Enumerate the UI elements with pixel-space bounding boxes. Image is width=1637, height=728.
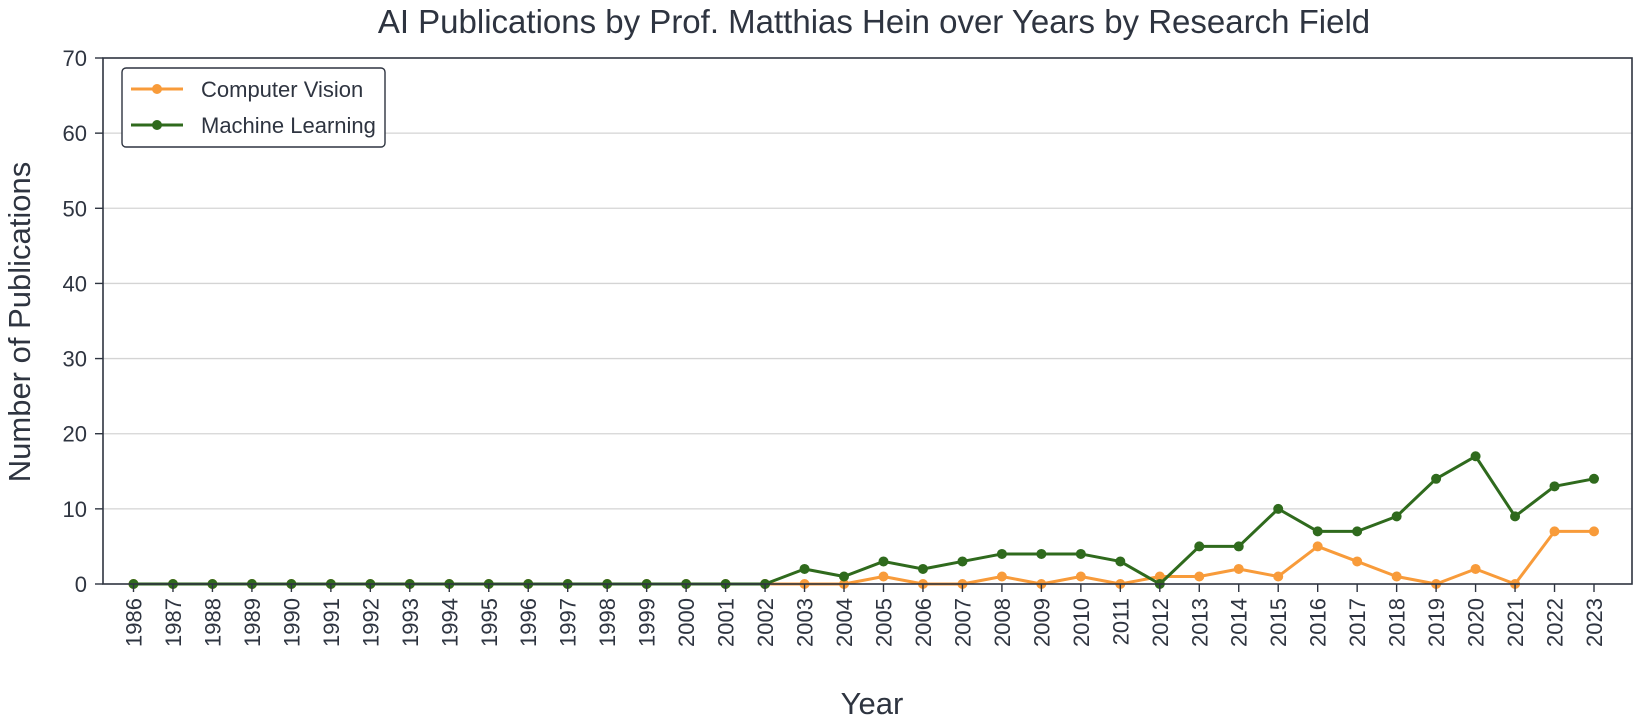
x-tick-label: 2020 (1464, 598, 1489, 647)
series-line-machine-learning (133, 454, 1595, 586)
x-tick-label: 2018 (1385, 598, 1410, 647)
y-axis-title: Number of Publications (2, 162, 37, 483)
legend-label-computer-vision: Computer Vision (201, 77, 363, 102)
x-tick-label: 2023 (1582, 598, 1607, 647)
y-tick-label: 70 (63, 46, 87, 71)
x-tick-label: 1995 (477, 598, 502, 647)
legend: Computer Vision Machine Learning (121, 67, 386, 148)
data-point-machine-learning (1510, 511, 1521, 522)
x-tick-label: 1987 (161, 598, 186, 647)
plot-border (102, 57, 1633, 585)
x-tick-label: 1997 (556, 598, 581, 647)
data-point-machine-learning (1549, 481, 1560, 492)
legend-box (121, 67, 386, 148)
x-tick-label: 1998 (595, 598, 620, 647)
x-tick-label: 1989 (240, 598, 265, 647)
x-tick-label: 2013 (1187, 598, 1212, 647)
x-tick-label: 2010 (1069, 598, 1094, 647)
data-point-computer-vision (1589, 526, 1599, 537)
legend-marker-computer-vision (152, 84, 162, 94)
data-point-machine-learning (1352, 526, 1363, 537)
chart-title: AI Publications by Prof. Matthias Hein o… (378, 3, 1370, 40)
x-tick-label: 2015 (1266, 598, 1291, 647)
y-tick-label: 30 (63, 347, 87, 372)
x-tick-label: 1991 (319, 598, 344, 647)
x-tick-label: 1990 (279, 598, 304, 647)
grid (103, 132, 1632, 510)
legend-label-machine-learning: Machine Learning (201, 113, 376, 138)
x-tick-label: 1994 (437, 598, 462, 647)
x-tick-label: 2021 (1503, 598, 1528, 647)
data-point-computer-vision (1194, 571, 1205, 582)
data-point-computer-vision (1273, 571, 1284, 582)
y-tick-label: 10 (63, 497, 87, 522)
data-point-computer-vision (1075, 571, 1086, 582)
x-tick-label: 2008 (990, 598, 1015, 647)
x-tick-label: 2005 (871, 598, 896, 647)
y-tick-label: 0 (75, 572, 87, 597)
x-tick-label: 1992 (358, 598, 383, 647)
data-point-machine-learning (1391, 511, 1402, 522)
data-point-computer-vision (1352, 556, 1363, 567)
x-tick-label: 2007 (950, 598, 975, 647)
data-point-machine-learning (1273, 503, 1284, 514)
x-tick-label: 2006 (911, 598, 936, 647)
y-tick-label: 50 (63, 196, 87, 221)
y-axis: 0 10 20 30 40 50 60 70 (63, 46, 103, 597)
x-tick-label: 2009 (1029, 598, 1054, 647)
legend-marker-machine-learning (152, 120, 162, 130)
data-point-machine-learning (1036, 548, 1047, 559)
data-point-computer-vision (878, 571, 889, 582)
series-line-computer-vision (133, 529, 1594, 586)
data-point-machine-learning (917, 563, 928, 574)
data-point-computer-vision (996, 571, 1007, 582)
x-tick-label: 2001 (714, 598, 739, 647)
data-point-machine-learning (1075, 548, 1086, 559)
y-tick-label: 60 (63, 121, 87, 146)
data-point-computer-vision (1312, 541, 1323, 552)
x-tick-label: 2012 (1148, 598, 1173, 647)
x-tick-label: 1988 (200, 598, 225, 647)
data-point-computer-vision (1470, 563, 1481, 574)
data-point-machine-learning (957, 556, 968, 567)
data-point-machine-learning (1431, 473, 1442, 484)
data-point-machine-learning (1312, 526, 1323, 537)
x-tick-label: 2002 (753, 598, 778, 647)
x-tick-label: 2003 (793, 598, 818, 647)
x-axis-title: Year (841, 686, 904, 721)
x-axis: 1986 1987 1988 1989 1990 1991 1992 1993 1994 1995… (122, 584, 1607, 647)
data-point-machine-learning (1194, 541, 1205, 552)
data-point-machine-learning (878, 556, 889, 567)
x-tick-label: 2017 (1345, 598, 1370, 647)
data-point-computer-vision (1391, 571, 1402, 582)
y-tick-label: 20 (63, 422, 87, 447)
x-tick-label: 2022 (1543, 598, 1568, 647)
series-group (128, 451, 1599, 589)
x-tick-label: 2004 (832, 598, 857, 647)
data-point-machine-learning (1115, 556, 1126, 567)
y-tick-label: 40 (63, 271, 87, 296)
x-tick-label: 2000 (674, 598, 699, 647)
data-point-machine-learning (1589, 473, 1599, 484)
series-computer-vision (128, 526, 1599, 589)
x-tick-label: 1986 (122, 598, 147, 647)
x-tick-label: 2019 (1424, 598, 1449, 647)
data-point-machine-learning (839, 571, 850, 582)
x-tick-label: 1999 (635, 598, 660, 647)
data-point-machine-learning (996, 548, 1007, 559)
x-tick-label: 2016 (1306, 598, 1331, 647)
data-point-machine-learning (1470, 451, 1481, 462)
x-tick-label: 1993 (398, 598, 423, 647)
data-point-machine-learning (799, 563, 810, 574)
data-point-computer-vision (1154, 571, 1165, 582)
data-point-computer-vision (1233, 563, 1244, 574)
data-point-machine-learning (1233, 541, 1244, 552)
data-point-computer-vision (1549, 526, 1560, 537)
x-tick-label: 2011 (1108, 598, 1133, 645)
plot-frame (102, 57, 1633, 585)
x-tick-label: 2014 (1227, 598, 1252, 647)
x-tick-label: 1996 (516, 598, 541, 647)
